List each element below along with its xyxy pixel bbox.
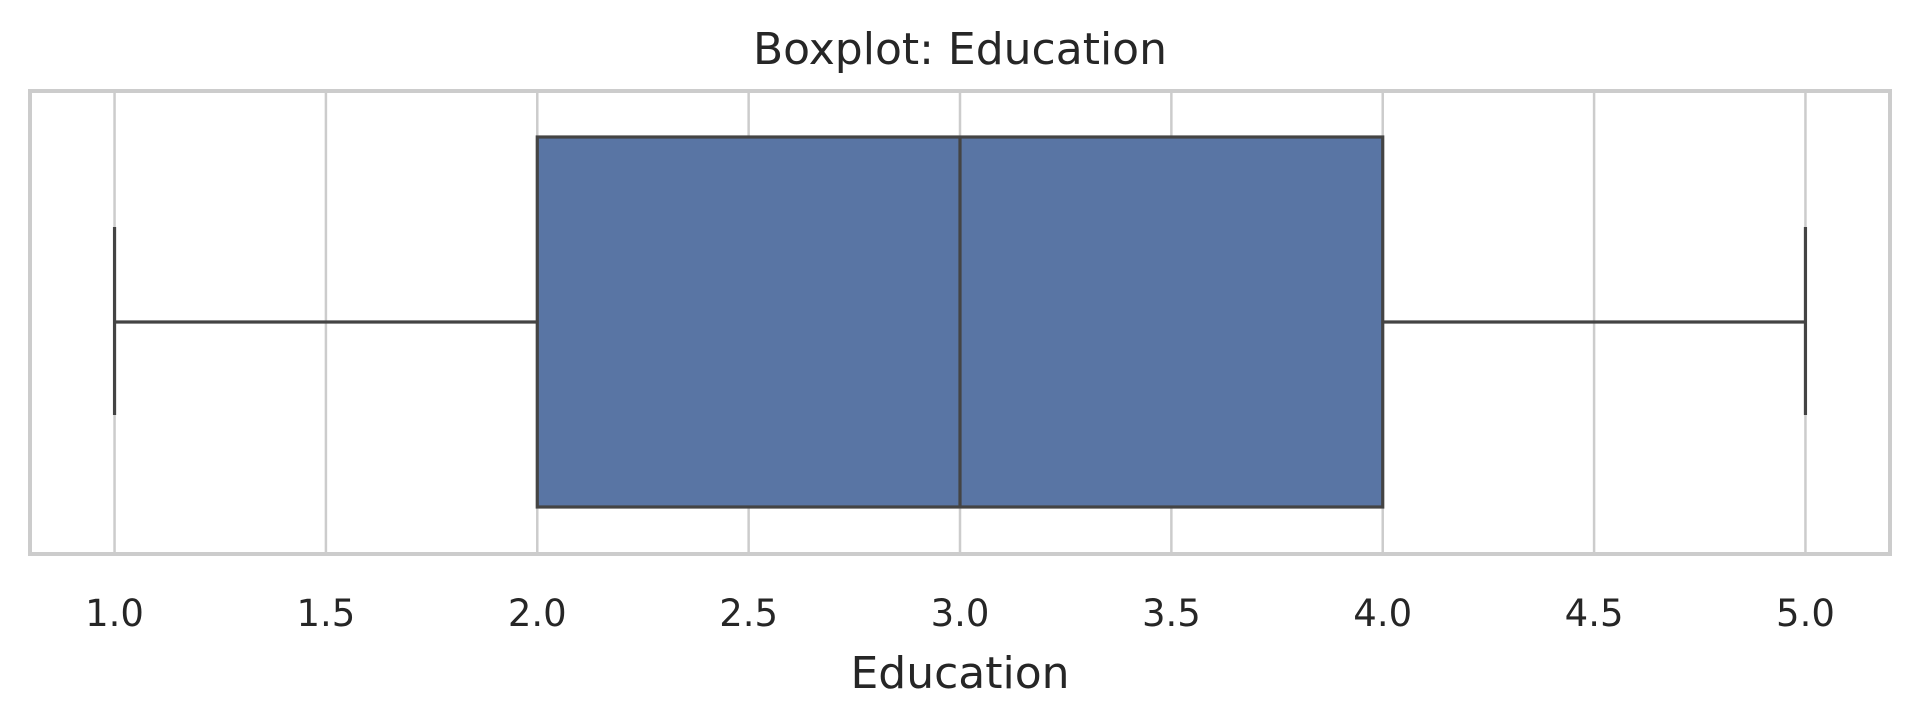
- chart-title: Boxplot: Education: [753, 24, 1167, 75]
- x-tick-label: 1.5: [296, 592, 355, 635]
- x-tick-label: 2.5: [719, 592, 778, 635]
- x-tick-label: 3.0: [931, 592, 990, 635]
- x-tick-label: 4.0: [1353, 592, 1412, 635]
- x-tick-label: 2.0: [508, 592, 567, 635]
- plot-frame: [28, 89, 1892, 556]
- x-tick-label: 4.5: [1565, 592, 1624, 635]
- x-tick-label: 3.5: [1142, 592, 1201, 635]
- x-tick-label: 1.0: [85, 592, 144, 635]
- x-tick-label: 5.0: [1776, 592, 1835, 635]
- boxplot-body: [112, 135, 1808, 509]
- x-axis-label: Education: [850, 648, 1069, 699]
- x-tick-labels: 1.0 1.5 2.0 2.5 3.0 3.5 4.0 4.5 5.0: [85, 592, 1835, 635]
